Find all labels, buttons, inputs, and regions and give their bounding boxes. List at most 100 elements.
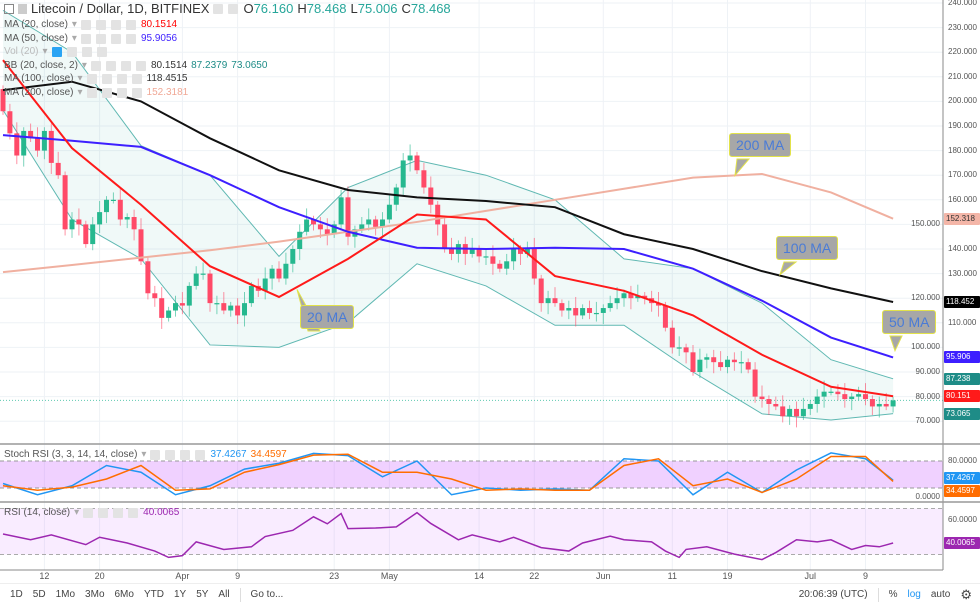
auto-toggle[interactable]: auto [930,589,951,600]
candle-body [656,303,661,306]
date-label: May [380,571,398,581]
indicator-label[interactable]: RSI (14, close) [4,507,71,518]
candle-body [35,138,40,151]
plus-icon[interactable] [110,20,121,30]
candle-body [21,130,27,156]
flag-icon[interactable] [18,3,27,14]
candle-body [338,197,344,225]
plus-icon[interactable] [81,47,92,57]
plus-icon[interactable] [120,60,131,71]
range-3mo[interactable]: 3Mo [85,589,105,600]
callout-ma50[interactable]: 50 MA [882,310,937,334]
indicator-label[interactable]: MA (50, close) [4,32,68,44]
plus-icon[interactable] [180,450,191,460]
close-icon[interactable] [96,47,107,57]
candle-body [814,396,820,404]
range-ytd[interactable]: YTD [143,589,164,600]
chevron-down-icon[interactable]: ▾ [77,86,83,98]
chevron-down-icon[interactable]: ▾ [77,73,83,84]
callout-ma20[interactable]: 20 MA [300,305,355,329]
log-toggle[interactable]: log [907,589,921,600]
callout-ma100[interactable]: 100 MA [776,236,839,260]
close-icon[interactable] [128,508,139,518]
settings-icon[interactable] [105,60,116,71]
gear-icon[interactable]: ⚙ [960,586,972,602]
goto-button[interactable]: Go to... [250,589,284,600]
settings-icon[interactable] [98,508,109,518]
candle-body [0,89,6,112]
settings-icon[interactable] [101,87,112,98]
indicator-label[interactable]: Vol (20) [4,46,39,57]
plus-icon[interactable] [113,508,124,518]
eye-icon[interactable] [150,450,161,460]
range-5y[interactable]: 5Y [196,589,209,600]
candle-body [800,408,806,417]
plus-icon[interactable] [116,74,127,84]
eye-icon[interactable] [86,87,97,98]
callout-pointer [734,158,751,178]
rsi-pane[interactable] [2,511,894,561]
close-icon[interactable] [131,74,142,84]
close-icon[interactable] [195,450,206,460]
settings-icon[interactable] [165,450,176,460]
chevron-down-icon[interactable]: ▾ [81,59,87,71]
eye-icon[interactable] [83,508,94,518]
callout-ma200[interactable]: 200 MA [729,133,792,157]
eye-icon[interactable] [86,74,97,84]
candle-body [428,187,434,205]
price-axis-label: 70.000 [915,416,940,426]
range-1y[interactable]: 1Y [173,589,187,600]
plus-icon[interactable] [110,33,121,44]
stoch-axis-label: 80.0000 [948,456,977,465]
indicator-label[interactable]: Stoch RSI (3, 3, 14, 14, close) [4,449,138,460]
eye-icon[interactable] [51,47,62,57]
chevron-down-icon[interactable]: ▾ [71,32,77,44]
indicator-label[interactable]: MA (200, close) [4,86,74,98]
range-5d[interactable]: 5D [32,589,46,600]
eye-icon[interactable] [213,3,224,14]
candle-body [690,352,696,372]
candle-body [76,219,82,225]
symbol-legend: Litecoin / Dollar, 1D, BITFINEX O76.160 … [4,1,451,16]
stoch-rsi-pane[interactable] [2,452,894,496]
settings-icon[interactable] [95,33,106,44]
chevron-down-icon[interactable]: ▾ [42,46,48,57]
settings-icon[interactable] [101,74,112,84]
settings-icon[interactable] [66,47,77,57]
chevron-down-icon[interactable]: ▾ [74,507,80,518]
price-pane[interactable] [0,9,943,428]
range-1d[interactable]: 1D [10,589,23,600]
indicator-label[interactable]: MA (100, close) [4,73,74,84]
date-label: 11 [667,571,677,581]
range-6mo[interactable]: 6Mo [114,589,134,600]
candle-body [669,327,675,348]
percent-toggle[interactable]: % [888,589,898,600]
close-icon[interactable] [125,33,136,44]
plus-icon[interactable] [116,87,127,98]
chevron-down-icon[interactable]: ▾ [141,449,147,460]
candle-body [193,273,199,286]
close-icon[interactable] [135,60,146,71]
open-value: 76.160 [253,1,294,16]
high-value: 78.468 [306,1,347,16]
collapse-icon[interactable] [4,3,14,14]
eye-icon[interactable] [80,20,91,30]
settings-icon[interactable] [95,20,106,30]
range-all[interactable]: All [218,589,230,600]
eye-icon[interactable] [90,60,101,71]
settings-icon[interactable] [228,3,239,14]
indicator-label[interactable]: MA (20, close) [4,19,68,30]
candle-body [97,212,103,225]
eye-icon[interactable] [80,33,91,44]
chevron-down-icon[interactable]: ▾ [71,19,77,30]
close-icon[interactable] [125,20,136,30]
candle-body [849,396,855,400]
close-icon[interactable] [131,87,142,98]
candle-body [780,406,786,417]
indicator-label[interactable]: BB (20, close, 2) [4,59,78,71]
candle-body [642,295,648,299]
range-1mo[interactable]: 1Mo [55,589,76,600]
pane-frame [0,0,980,571]
candle-body [159,298,165,318]
